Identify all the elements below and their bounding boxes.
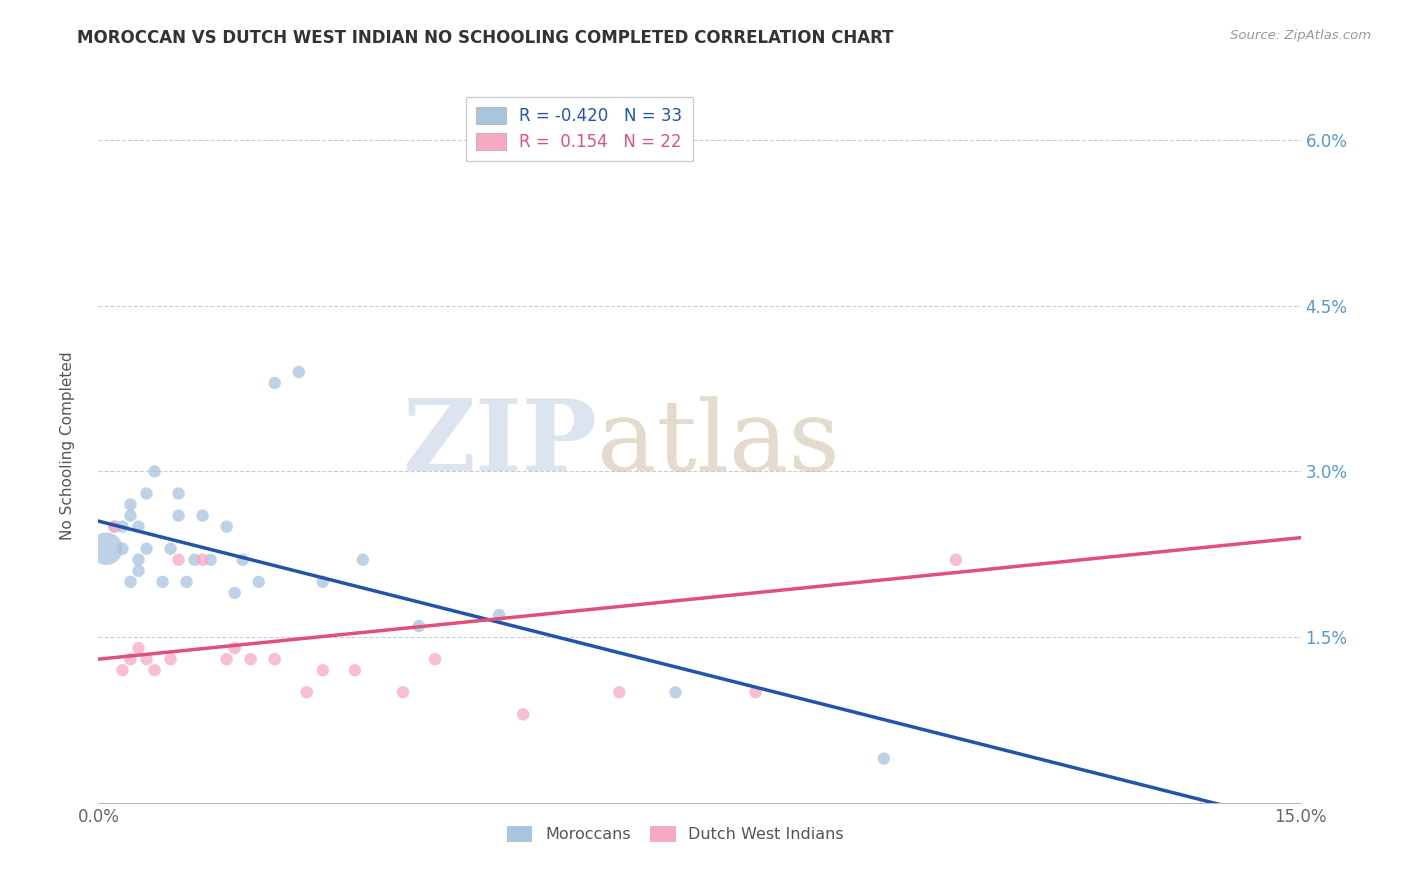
Point — [224, 641, 246, 656]
Point — [352, 553, 374, 567]
Point — [873, 751, 896, 765]
Point — [423, 652, 446, 666]
Point — [176, 574, 198, 589]
Point — [263, 652, 285, 666]
Point — [167, 486, 190, 500]
Legend: Moroccans, Dutch West Indians: Moroccans, Dutch West Indians — [501, 820, 851, 848]
Point — [135, 486, 157, 500]
Point — [159, 652, 181, 666]
Text: Source: ZipAtlas.com: Source: ZipAtlas.com — [1230, 29, 1371, 42]
Point — [103, 519, 125, 533]
Point — [392, 685, 415, 699]
Point — [312, 574, 335, 589]
Point — [128, 564, 150, 578]
Point — [200, 553, 222, 567]
Point — [167, 508, 190, 523]
Point — [103, 519, 125, 533]
Point — [167, 553, 190, 567]
Point — [232, 553, 254, 567]
Point — [343, 663, 366, 677]
Point — [120, 498, 142, 512]
Point — [152, 574, 174, 589]
Point — [96, 541, 118, 556]
Point — [312, 663, 335, 677]
Text: No Schooling Completed: No Schooling Completed — [60, 351, 75, 541]
Point — [945, 553, 967, 567]
Point — [664, 685, 686, 699]
Point — [239, 652, 262, 666]
Point — [111, 541, 134, 556]
Point — [183, 553, 205, 567]
Point — [159, 541, 181, 556]
Point — [135, 652, 157, 666]
Point — [111, 663, 134, 677]
Point — [120, 508, 142, 523]
Point — [191, 553, 214, 567]
Point — [111, 519, 134, 533]
Point — [247, 574, 270, 589]
Point — [408, 619, 430, 633]
Point — [135, 541, 157, 556]
Point — [263, 376, 285, 390]
Point — [143, 464, 166, 478]
Point — [512, 707, 534, 722]
Point — [120, 574, 142, 589]
Point — [215, 519, 238, 533]
Text: atlas: atlas — [598, 396, 839, 491]
Point — [128, 519, 150, 533]
Point — [143, 663, 166, 677]
Text: ZIP: ZIP — [402, 395, 598, 492]
Point — [128, 641, 150, 656]
Point — [744, 685, 766, 699]
Point — [224, 586, 246, 600]
Point — [120, 652, 142, 666]
Point — [609, 685, 631, 699]
Point — [191, 508, 214, 523]
Point — [295, 685, 318, 699]
Point — [288, 365, 311, 379]
Point — [215, 652, 238, 666]
Point — [488, 607, 510, 622]
Point — [128, 553, 150, 567]
Text: MOROCCAN VS DUTCH WEST INDIAN NO SCHOOLING COMPLETED CORRELATION CHART: MOROCCAN VS DUTCH WEST INDIAN NO SCHOOLI… — [77, 29, 894, 46]
